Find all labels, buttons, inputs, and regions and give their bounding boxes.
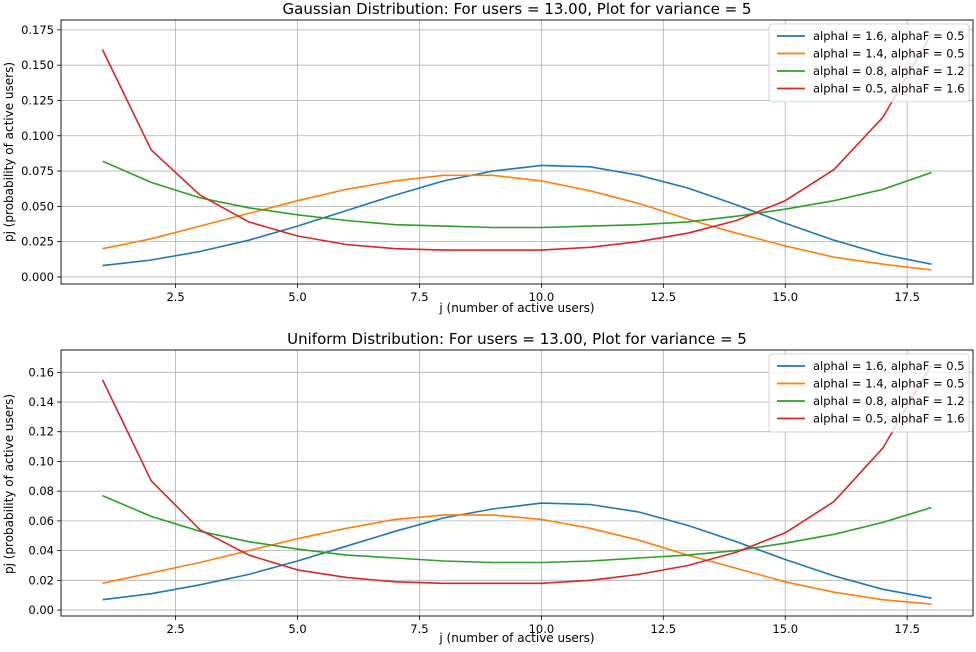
chart-title: Gaussian Distribution: For users = 13.00… [283, 0, 752, 18]
uniform-chart: Uniform Distribution: For users = 13.00,… [2, 330, 974, 645]
legend-box [768, 353, 970, 433]
y-tick-label: 0.16 [28, 365, 54, 379]
series-line-1 [102, 502, 932, 601]
series-line-1 [102, 164, 932, 267]
y-tick-label: 0.04 [28, 544, 54, 558]
legend-label-1: alphaI = 1.6, alphaF = 0.5 [813, 359, 965, 373]
legend-label-1: alphaI = 1.6, alphaF = 0.5 [813, 29, 965, 43]
series-line-3 [102, 494, 932, 564]
x-tick-label: 2.5 [166, 622, 184, 636]
y-tick-label: 0.02 [28, 573, 54, 587]
legend-label-2: alphaI = 1.4, alphaF = 0.5 [813, 47, 965, 61]
chart-title: Uniform Distribution: For users = 13.00,… [287, 330, 747, 348]
x-tick-label: 7.5 [410, 622, 428, 636]
y-tick-label: 0.175 [21, 23, 54, 37]
x-axis-label: j (number of active users) [438, 631, 594, 645]
series-line-4 [101, 364, 933, 585]
y-tick-label: 0.025 [21, 235, 54, 249]
legend-box [768, 23, 970, 103]
legend-label-3: alphaI = 0.8, alphaF = 1.2 [813, 394, 965, 408]
axes-frame [60, 349, 974, 617]
y-tick-label: 0.08 [28, 484, 54, 498]
plot-area [101, 33, 933, 271]
gaussian-chart: Gaussian Distribution: For users = 13.00… [2, 0, 974, 315]
y-tick-label: 0.000 [21, 270, 54, 284]
y-tick-label: 0.050 [21, 199, 54, 213]
y-tick-label: 0.10 [28, 454, 54, 468]
series-line-2 [102, 174, 932, 271]
x-tick-label: 15.0 [772, 290, 798, 304]
plot-area [101, 364, 933, 605]
legend-label-4: alphaI = 0.5, alphaF = 1.6 [813, 82, 965, 96]
y-tick-label: 0.12 [28, 425, 54, 439]
x-tick-label: 5.0 [288, 622, 306, 636]
axes-frame [60, 19, 974, 285]
y-tick-label: 0.100 [21, 129, 54, 143]
x-tick-label: 5.0 [288, 290, 306, 304]
x-tick-label: 17.5 [894, 622, 920, 636]
y-tick-label: 0.150 [21, 58, 54, 72]
x-axis-label: j (number of active users) [438, 301, 594, 315]
y-tick-label: 0.14 [28, 395, 54, 409]
y-tick-label: 0.125 [21, 93, 54, 107]
x-tick-label: 12.5 [651, 290, 677, 304]
x-tick-label: 15.0 [772, 622, 798, 636]
y-tick-label: 0.06 [28, 514, 54, 528]
legend-label-4: alphaI = 0.5, alphaF = 1.6 [813, 412, 965, 426]
y-tick-label: 0.00 [28, 603, 54, 617]
y-axis-label: pj (probability of active users) [2, 394, 16, 574]
series-line-4 [101, 33, 933, 251]
legend: alphaI = 1.6, alphaF = 0.5 alphaI = 1.4, … [768, 23, 970, 103]
x-tick-label: 2.5 [166, 290, 184, 304]
x-tick-label: 7.5 [410, 290, 428, 304]
x-tick-label: 10.0 [529, 622, 555, 636]
series-line-3 [102, 160, 932, 229]
legend-label-2: alphaI = 1.4, alphaF = 0.5 [813, 377, 965, 391]
y-tick-label: 0.075 [21, 164, 54, 178]
x-tick-label: 10.0 [529, 290, 555, 304]
y-axis-label: pj (probability of active users) [2, 62, 16, 242]
series-line-2 [102, 514, 932, 605]
legend-label-3: alphaI = 0.8, alphaF = 1.2 [813, 64, 965, 78]
x-tick-label: 17.5 [894, 290, 920, 304]
x-tick-label: 12.5 [651, 622, 677, 636]
legend: alphaI = 1.6, alphaF = 0.5 alphaI = 1.4, … [768, 353, 970, 433]
